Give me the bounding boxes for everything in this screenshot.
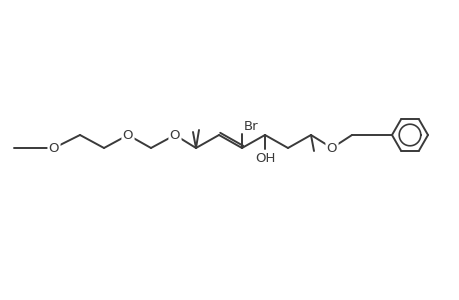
Text: O: O — [49, 142, 59, 154]
Text: O: O — [169, 128, 180, 142]
Text: O: O — [123, 128, 133, 142]
Text: O: O — [326, 142, 336, 154]
Text: Br: Br — [243, 119, 258, 133]
Text: OH: OH — [254, 152, 274, 164]
